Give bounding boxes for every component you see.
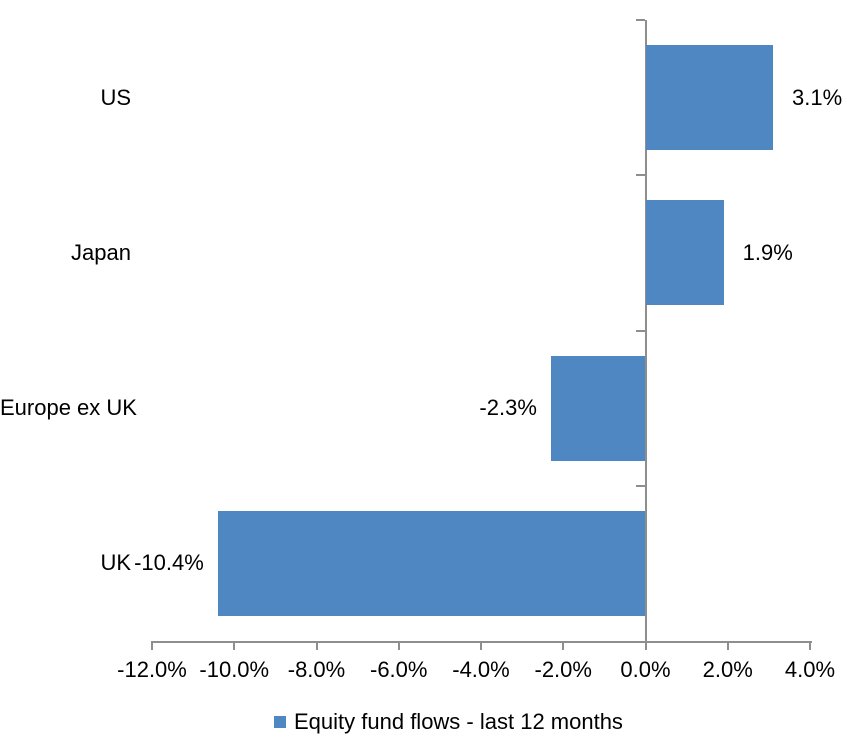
category-axis-tick bbox=[635, 19, 645, 21]
bar-uk bbox=[217, 510, 646, 616]
x-axis-tick-label: 4.0% bbox=[784, 657, 836, 682]
x-axis-tick bbox=[726, 641, 729, 650]
x-axis-tick-label: -10.0% bbox=[199, 657, 270, 682]
x-axis-tick-label: -2.0% bbox=[534, 657, 592, 682]
x-axis-tick-label: -8.0% bbox=[287, 657, 346, 682]
data-label-europe-ex-uk: -2.3% bbox=[479, 395, 537, 421]
x-axis-tick bbox=[151, 641, 153, 650]
legend: Equity fund flows - last 12 months bbox=[274, 708, 623, 736]
x-axis-tick bbox=[644, 641, 647, 650]
data-label-uk: -10.4% bbox=[134, 550, 204, 576]
x-axis-line bbox=[152, 641, 812, 643]
category-axis-tick bbox=[635, 329, 645, 332]
legend-swatch-icon bbox=[274, 716, 286, 728]
bar-us bbox=[645, 45, 773, 151]
x-axis-tick-label: 2.0% bbox=[702, 657, 753, 682]
legend-label: Equity fund flows - last 12 months bbox=[294, 709, 623, 734]
data-label-us: 3.1% bbox=[791, 84, 843, 110]
x-axis-tick-label: -6.0% bbox=[370, 657, 428, 682]
category-label-japan: Japan bbox=[71, 239, 131, 265]
x-axis-tick bbox=[397, 641, 400, 650]
category-axis-tick bbox=[635, 174, 645, 177]
category-label-uk: UK bbox=[100, 550, 131, 576]
category-label-europe-ex-uk: Europe ex UK bbox=[0, 395, 137, 421]
bar-europe-ex-uk bbox=[550, 355, 646, 461]
x-axis-tick bbox=[809, 641, 811, 650]
x-axis-tick bbox=[315, 641, 318, 650]
x-axis-tick-label: 0.0% bbox=[620, 657, 671, 682]
y-axis-line bbox=[644, 20, 647, 641]
x-axis-tick-label: -4.0% bbox=[452, 657, 510, 682]
x-axis-tick bbox=[233, 641, 236, 650]
x-axis-tick-label: -12.0% bbox=[117, 657, 187, 682]
bar-japan bbox=[645, 200, 724, 306]
data-label-japan: 1.9% bbox=[742, 239, 793, 265]
category-label-us: US bbox=[100, 84, 131, 110]
category-axis-tick bbox=[635, 484, 645, 487]
x-axis-tick bbox=[480, 641, 482, 650]
x-axis-tick bbox=[562, 641, 565, 650]
